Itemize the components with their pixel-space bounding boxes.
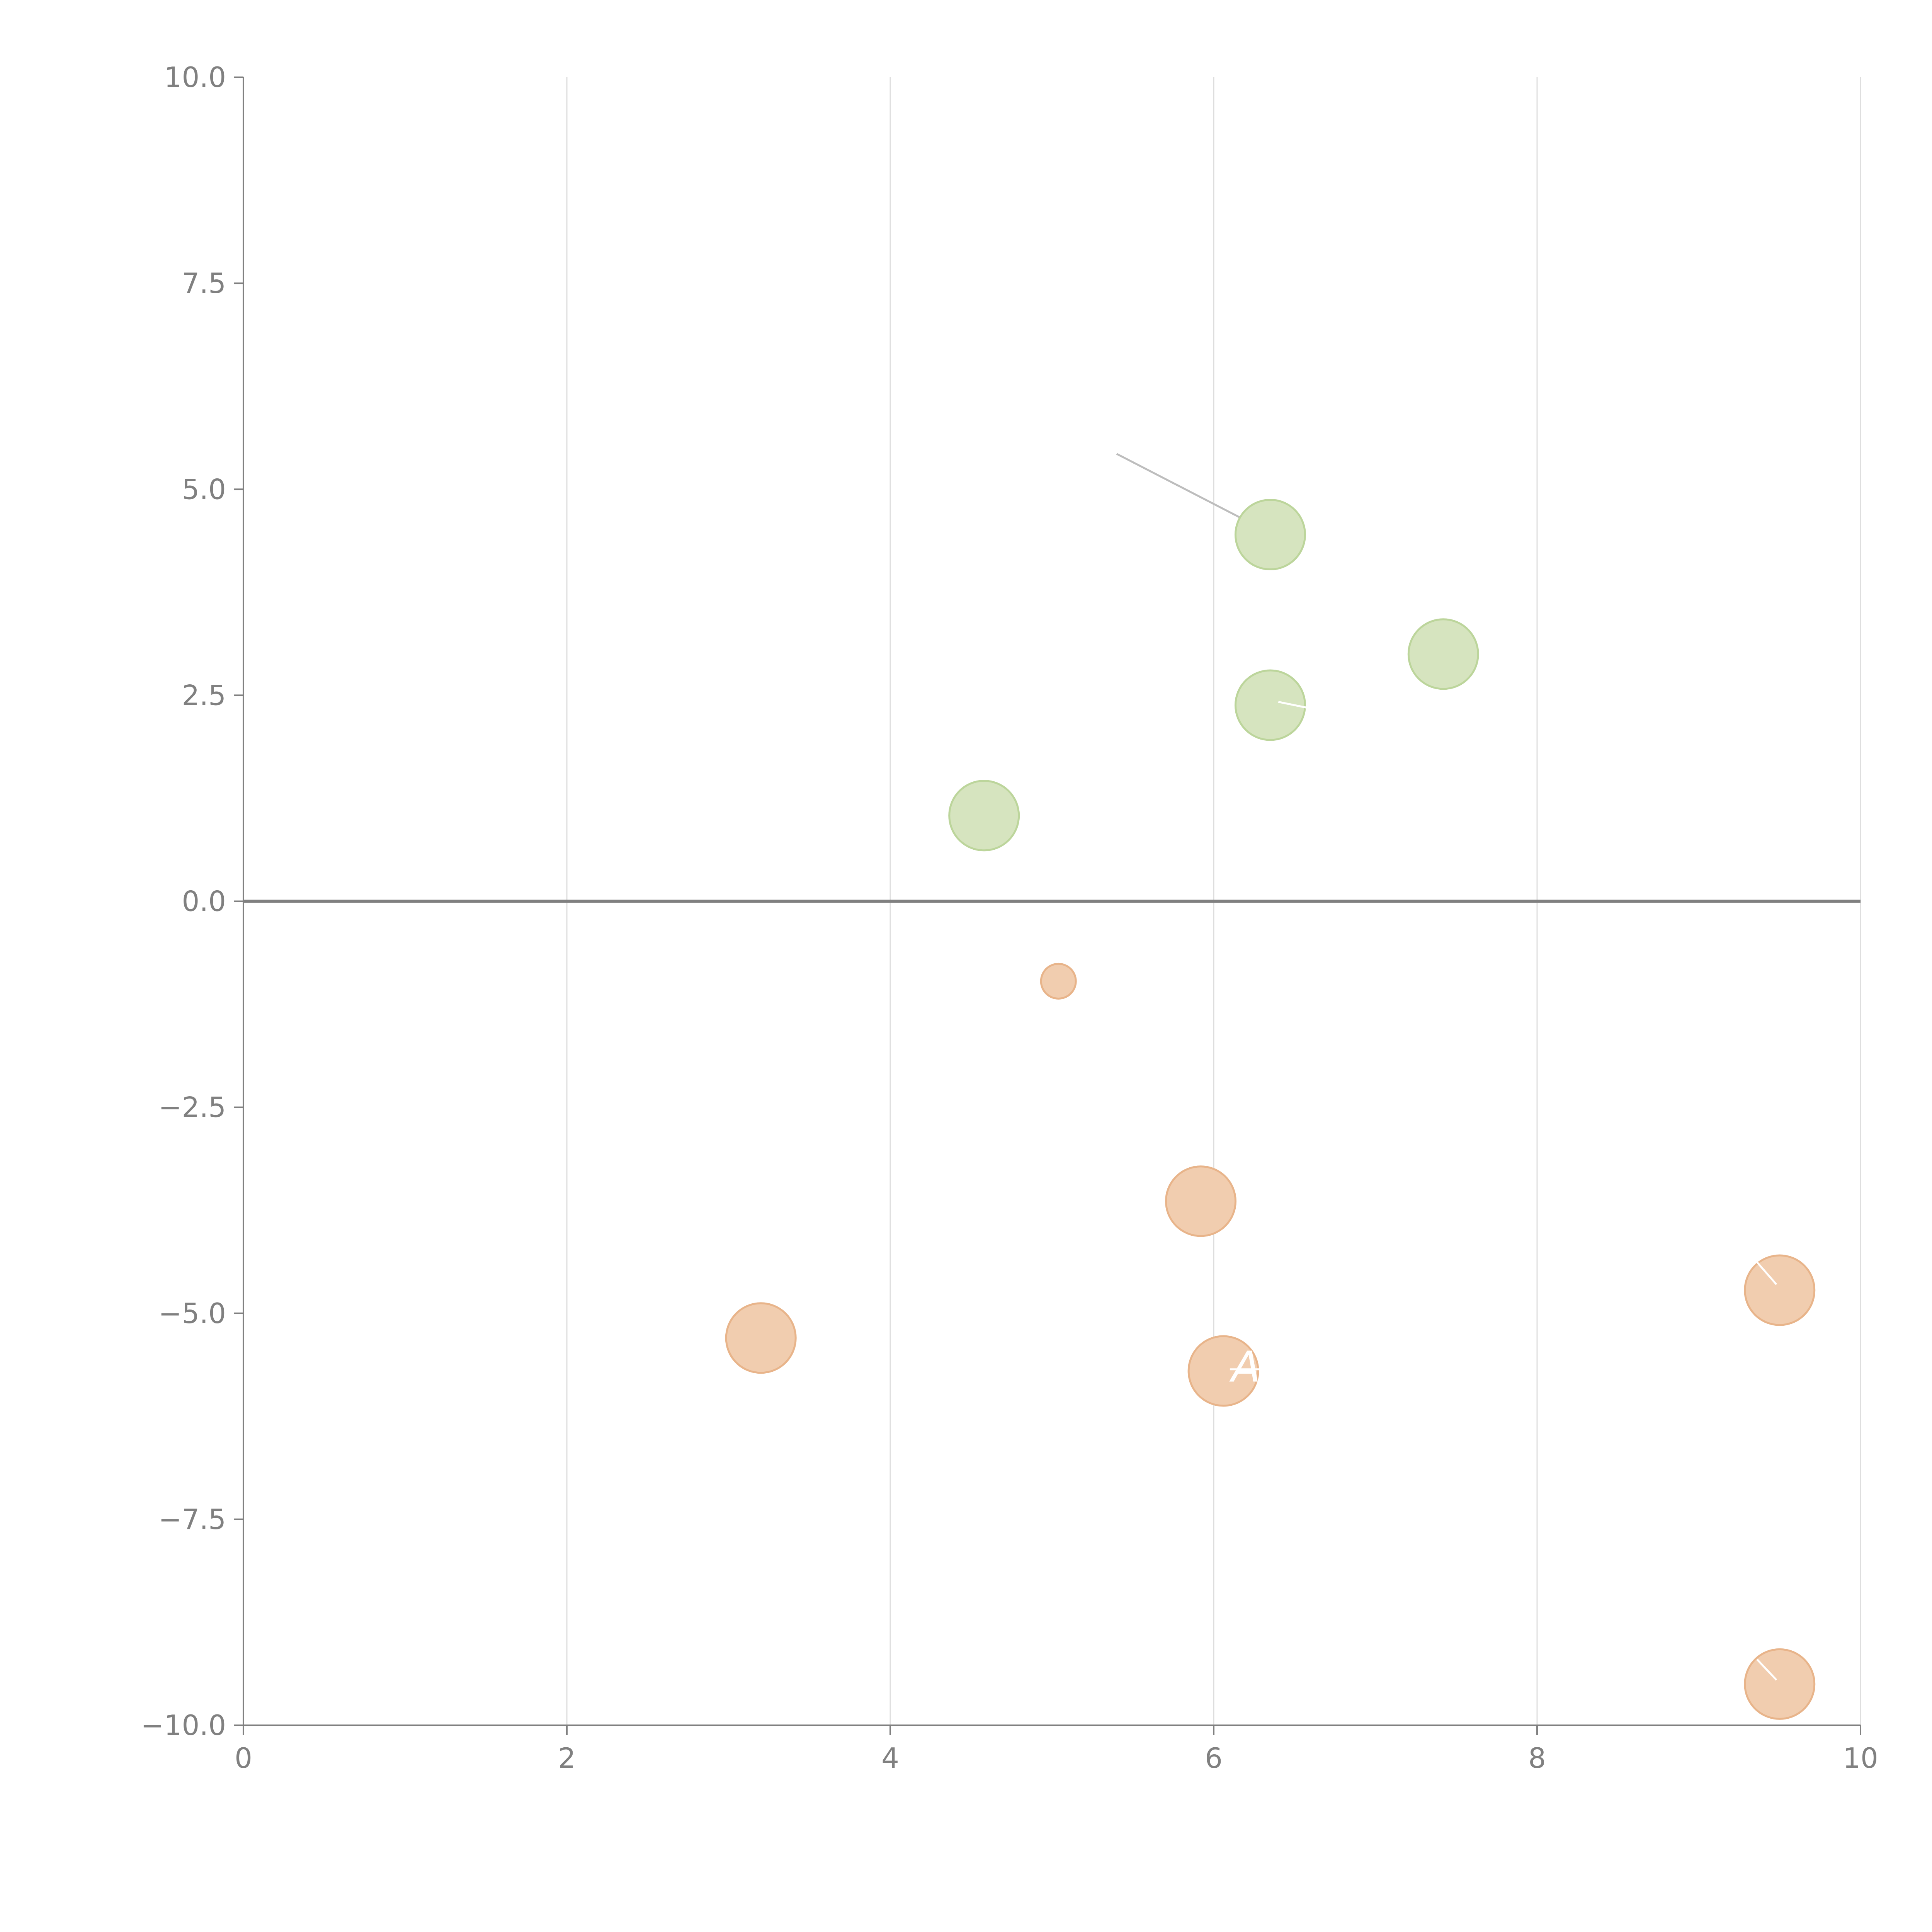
positive-point-2 <box>1234 669 1306 741</box>
point-layer <box>725 499 1816 1720</box>
positive-point-1 <box>1407 618 1479 690</box>
negative-point-1 <box>1165 1165 1237 1237</box>
y-tick-label: −5.0 <box>158 1297 226 1330</box>
y-tick-label: 2.5 <box>182 679 226 711</box>
positive-point-0 <box>1234 499 1306 571</box>
y-tick-label: −7.5 <box>158 1503 226 1536</box>
y-tick-label: 5.0 <box>182 473 226 505</box>
x-tick-label: 2 <box>558 1742 576 1774</box>
white-leader-1 <box>1756 1261 1777 1285</box>
negative-point-0 <box>1040 963 1077 1000</box>
y-tick-label: −10.0 <box>141 1709 226 1742</box>
y-tick-label: 7.5 <box>182 267 226 299</box>
annotation-label-0: A <box>1229 1342 1260 1391</box>
x-tick-label: 4 <box>881 1742 899 1774</box>
negative-point-4 <box>1744 1254 1816 1326</box>
y-tick-label: −2.5 <box>158 1091 226 1124</box>
negative-point-2 <box>725 1302 797 1374</box>
negative-point-3 <box>1187 1335 1259 1407</box>
axis-layer: 10.0 7.5 5.0 2.5 0.0 −2.5 −5.0 −7.5 −10.0 0 2 4 6 8 10 <box>141 61 1878 1774</box>
negative-point-5 <box>1744 1648 1816 1720</box>
x-tick-label: 8 <box>1528 1742 1546 1774</box>
x-tick-label: 6 <box>1205 1742 1223 1774</box>
y-tick-label: 0.0 <box>182 885 226 918</box>
white-leader-2 <box>1756 1658 1777 1681</box>
y-tick-label: 10.0 <box>164 61 226 94</box>
positive-point-3 <box>948 780 1020 852</box>
x-tick-label: 0 <box>235 1742 252 1774</box>
label-layer: A <box>1229 701 1777 1681</box>
white-leader-0 <box>1278 701 1311 709</box>
x-tick-label: 10 <box>1843 1742 1878 1774</box>
